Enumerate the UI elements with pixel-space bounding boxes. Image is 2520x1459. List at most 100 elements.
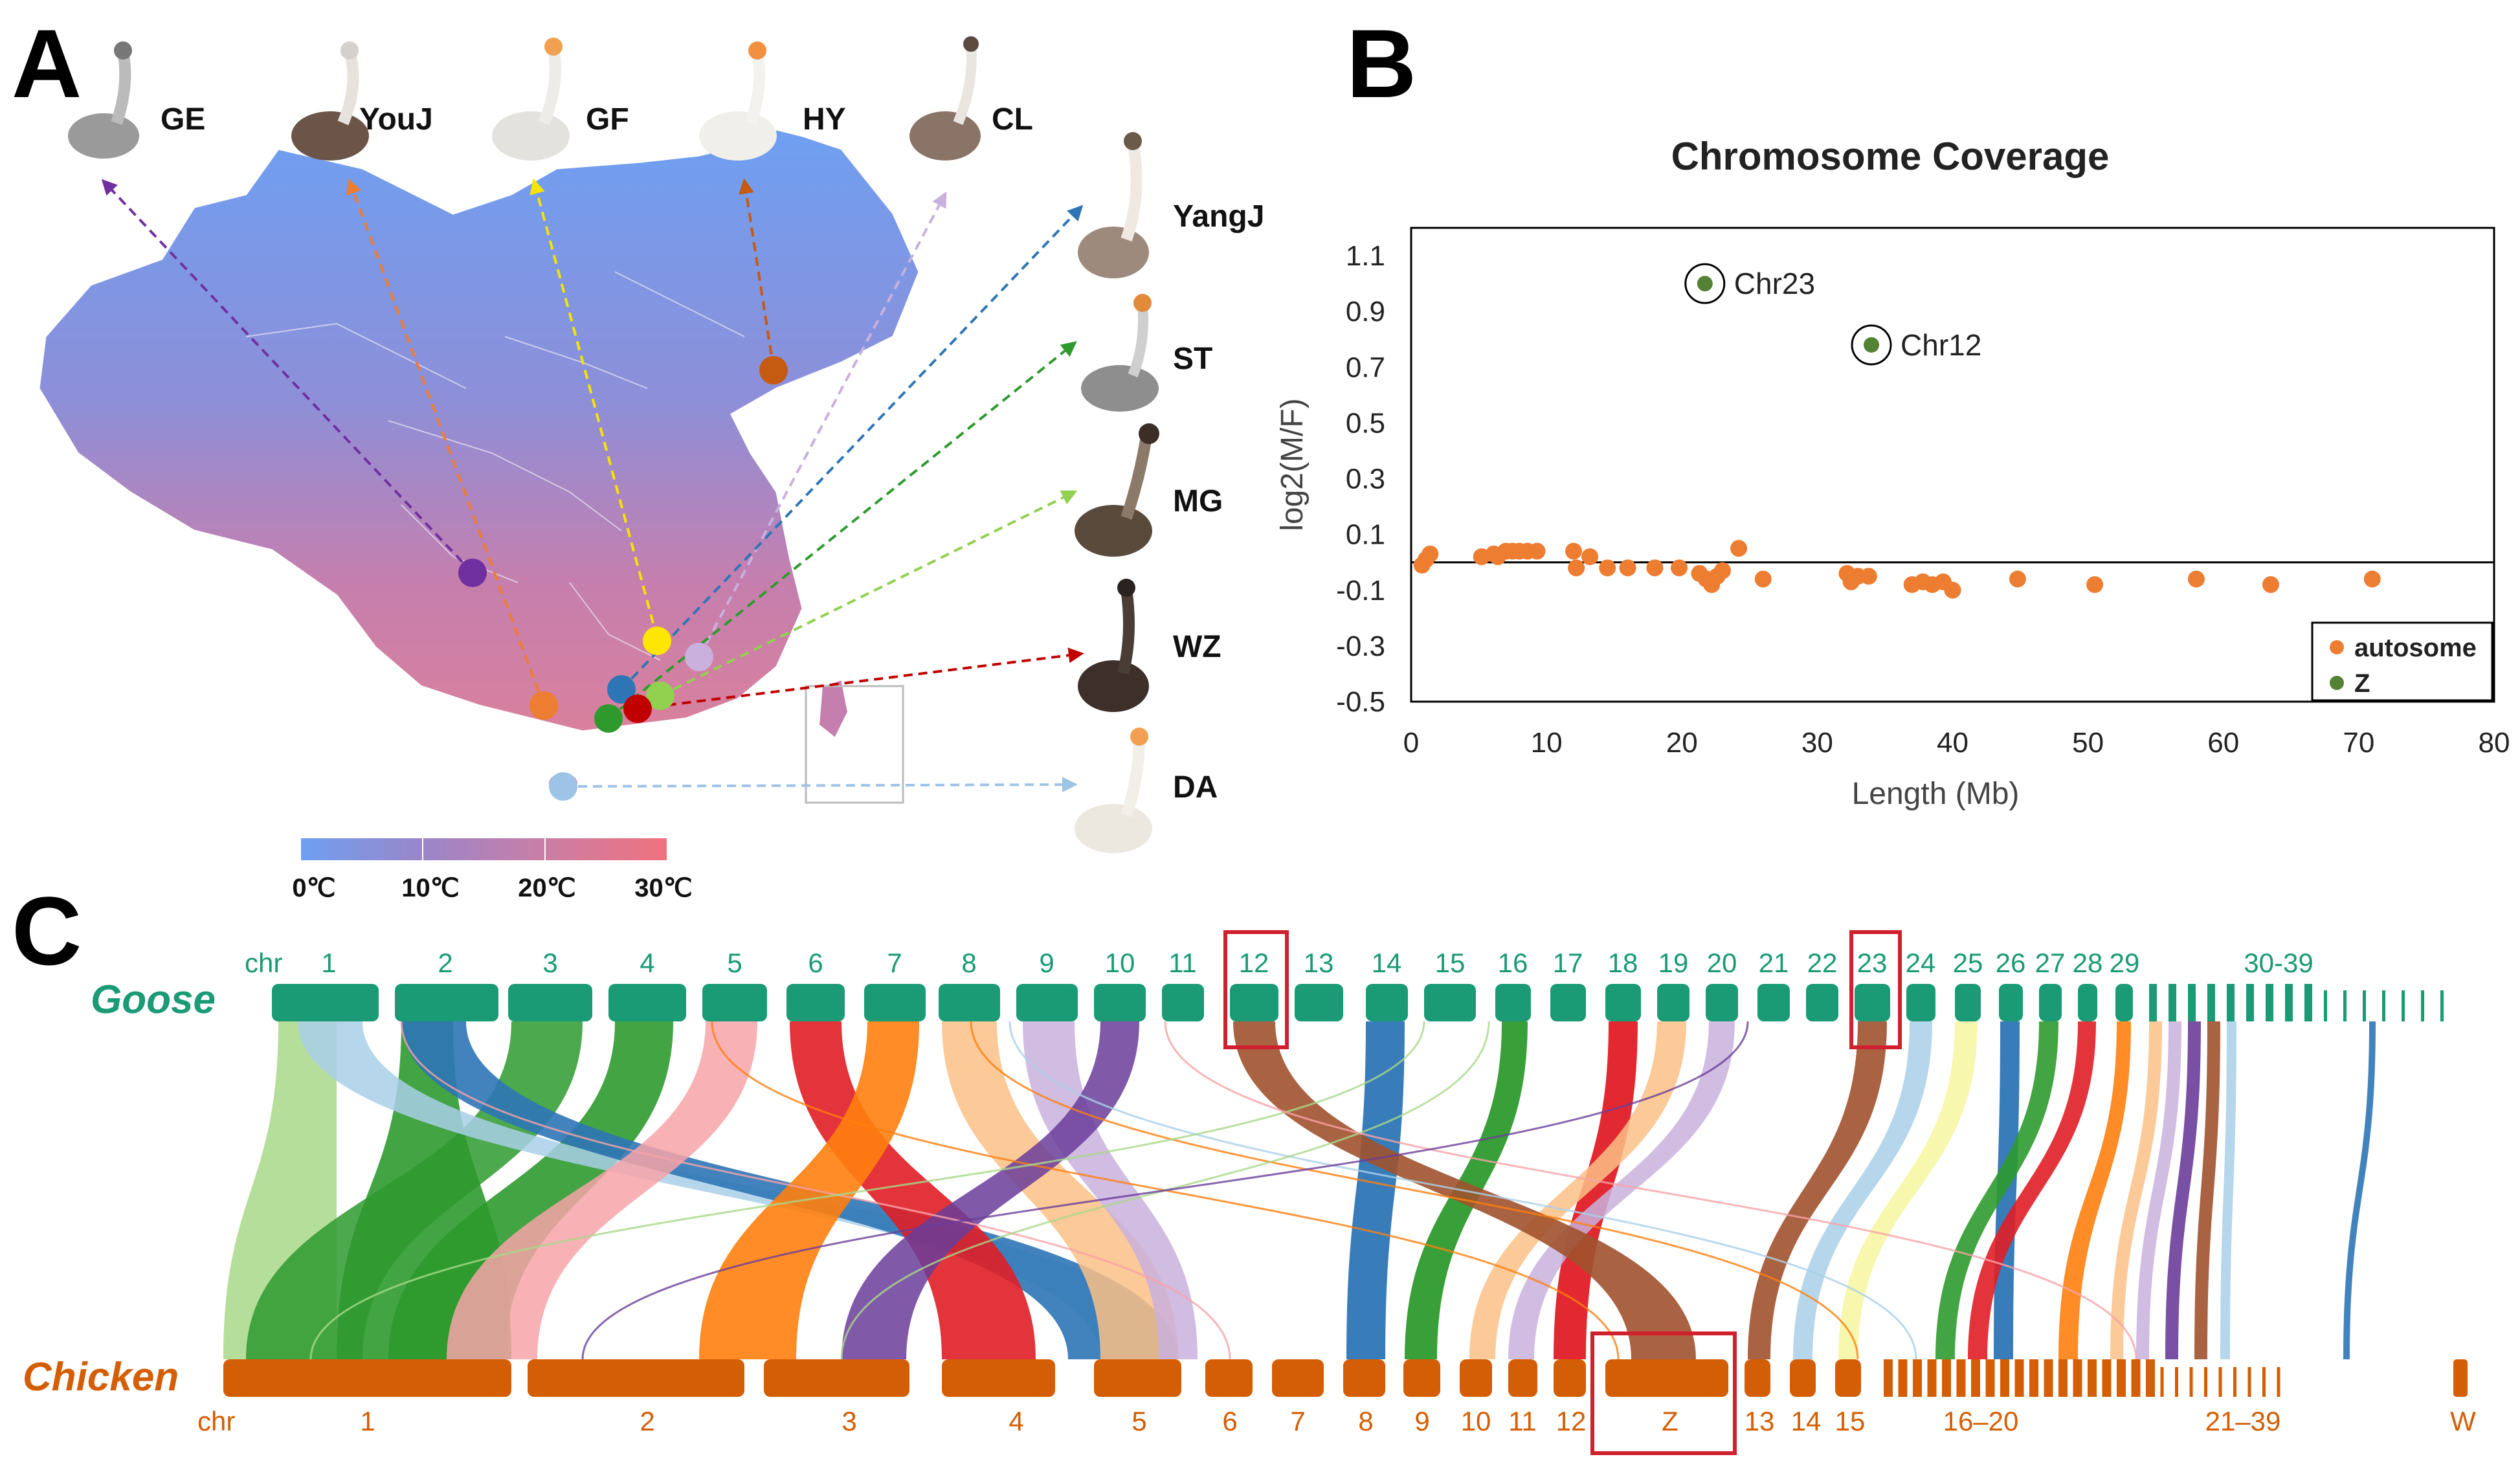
goose-chr-bar: [1550, 984, 1586, 1021]
chicken-micro-chr-bar: [2044, 1359, 2053, 1397]
autosome-point: [1860, 568, 1877, 585]
chicken-chr-prefix: chr: [197, 1406, 235, 1436]
south-china-sea-inset: [805, 685, 904, 804]
chicken-micro-chr-bar: [1971, 1359, 1980, 1397]
breed-label-hy: HY: [803, 102, 846, 137]
goose-chr-bar: [786, 984, 845, 1021]
goose-micro-chr-bar: [2207, 984, 2215, 1021]
goose-chr-label: 4: [640, 948, 654, 978]
location-yangj: [607, 675, 636, 704]
chicken-micro-chr-bar: [2247, 1367, 2251, 1397]
goose-chr-bar: [1424, 984, 1476, 1021]
goose-chr-bar: [608, 984, 686, 1021]
chicken-chr-label: 13: [1745, 1406, 1775, 1436]
chicken-micro-chr-bar: [2131, 1359, 2141, 1397]
arrow-youj: [346, 178, 545, 706]
chicken-chr-bar: [942, 1359, 1055, 1397]
chicken-micro-chr-bar: [1913, 1359, 1922, 1397]
chicken-chr-label: 6: [1222, 1406, 1237, 1436]
arrow-st: [607, 340, 1077, 720]
goose-chr-label: 24: [1906, 948, 1936, 978]
autosome-point: [1713, 562, 1731, 579]
arrow-mg: [660, 490, 1078, 697]
goose-chr-label: 16: [1498, 948, 1528, 978]
goose-chr-bar: [1016, 984, 1078, 1021]
location-mg: [646, 682, 675, 710]
arrow-hy: [739, 178, 775, 370]
legend-marker-z: [2330, 676, 2344, 690]
temperature-legend: 0℃ 10℃ 20℃ 30℃: [292, 838, 693, 902]
chicken-chr-label: 3: [842, 1406, 856, 1436]
synteny-link: [309, 1021, 1425, 1360]
chicken-chr-bar: [223, 1359, 511, 1397]
breed-label-gf: GF: [586, 102, 629, 137]
location-hy: [759, 356, 788, 384]
y-tick-label: 0.1: [1346, 519, 1385, 551]
chicken-micro-chr-bar: [1956, 1359, 1966, 1397]
chicken-chromosome-bars: [223, 1359, 2468, 1397]
goose-chr-label: 17: [1553, 948, 1583, 978]
breed-label-da: DA: [1173, 770, 1218, 805]
goose-chr-bar: [1094, 984, 1146, 1021]
arrow-wz: [637, 647, 1084, 710]
chart-legend: autosome Z: [2311, 621, 2493, 702]
chicken-chr-bar: [528, 1359, 744, 1397]
goose-chr-label: 26: [1996, 948, 2026, 978]
z-point-ring: [1684, 263, 1726, 304]
autosome-point: [2262, 576, 2279, 594]
synteny-ribbon: [699, 1021, 919, 1359]
goose-chr-bar: [2078, 984, 2097, 1021]
synteny-ribbon: [1346, 1021, 1405, 1359]
arrow-cl: [698, 191, 947, 658]
goose-chr-bar: [939, 984, 1000, 1021]
x-tick-label: 50: [2072, 727, 2104, 759]
breed-arrows: [101, 178, 1084, 793]
chicken-chr-label: 9: [1414, 1406, 1429, 1436]
goose-chr-bar: [508, 984, 592, 1021]
chicken-chr-bar: [1605, 1359, 1728, 1397]
autosome-point: [1422, 545, 1439, 562]
chicken-chr-bar: [1508, 1359, 1537, 1397]
goose-chr-label: 30-39: [2244, 948, 2313, 978]
chicken-chr-label: 10: [1461, 1406, 1491, 1436]
goose-chr-label: 15: [1435, 948, 1466, 978]
panel-b-label: B: [1346, 9, 1416, 118]
x-tick-label: 40: [1937, 727, 1968, 759]
arrow-da: [563, 777, 1078, 793]
chart-title: Chromosome Coverage: [1671, 135, 2110, 178]
synteny-ribbon: [2110, 1021, 2162, 1359]
goose-chr-label: 12: [1239, 948, 1269, 978]
chicken-micro-chr-bar: [2218, 1367, 2222, 1397]
chicken-micro-chr-bar: [2160, 1367, 2164, 1397]
synteny-ribbon: [1748, 1021, 1887, 1359]
synteny-ribbon: [2058, 1021, 2131, 1359]
goose-micro-chr-bar: [2188, 984, 2196, 1021]
chicken-chr-label: 15: [1835, 1406, 1866, 1436]
x-tick-label: 70: [2343, 727, 2374, 759]
temp-label-10: 10℃: [401, 874, 459, 902]
goose-chr-bar: [1855, 984, 1890, 1021]
goose-chr-bar: [395, 984, 498, 1021]
data-points: [1413, 263, 2381, 599]
chicken-micro-chr-bar: [2088, 1359, 2097, 1397]
goose-chr-label: 1: [321, 948, 336, 978]
point-annotations: Chr23 Chr12: [1734, 267, 1982, 362]
synteny-ribbon: [2220, 1021, 2236, 1359]
goose-chr-bar: [1757, 984, 1790, 1021]
synteny-ribbon: [942, 1021, 1178, 1359]
chicken-micro-chr-bar: [2175, 1367, 2178, 1397]
synteny-ribbon: [1968, 1021, 2096, 1359]
goose-chr-bar: [2115, 984, 2133, 1021]
goose-chr-label: 28: [2073, 948, 2103, 978]
x-tick-label: 0: [1403, 727, 1419, 759]
goose-chr-bar: [1295, 984, 1343, 1021]
arrow-ge: [101, 179, 474, 574]
location-da: [549, 772, 577, 801]
goose-micro-chr-bar: [2382, 990, 2385, 1021]
autosome-point: [1599, 559, 1616, 577]
temp-label-30: 30℃: [634, 874, 692, 902]
goose-micro-chr-bar: [2343, 990, 2347, 1021]
y-tick-label: 0.7: [1346, 351, 1385, 383]
autosome-point: [2363, 570, 2381, 588]
goose-chr-label: 14: [1372, 948, 1402, 978]
